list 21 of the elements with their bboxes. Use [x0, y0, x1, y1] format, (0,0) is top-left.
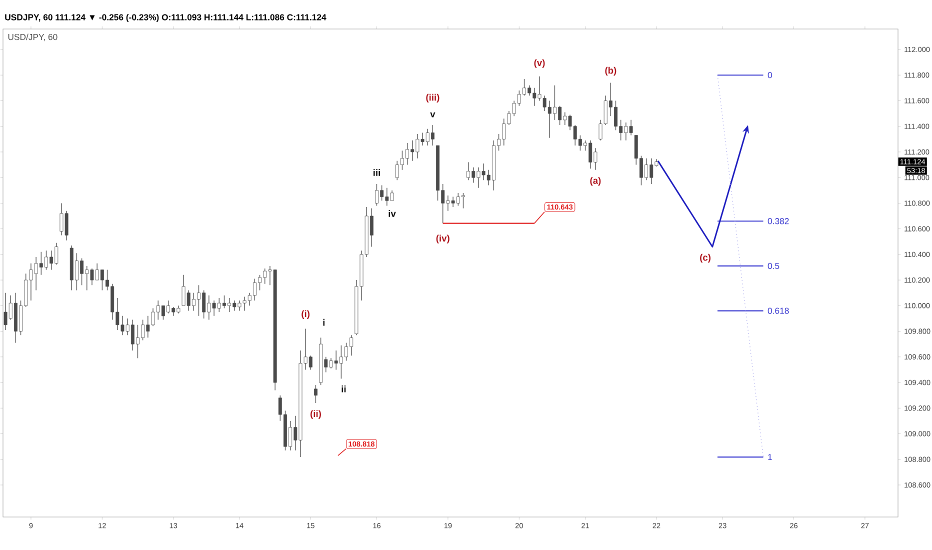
series-label: 0.5 [768, 262, 780, 270]
annotation: (b) [605, 66, 616, 76]
annotation: (i) [302, 310, 310, 319]
annotation: (a) [590, 177, 601, 186]
chart-title: USD/JPY, 60 [8, 34, 58, 42]
annotation: (iii) [426, 94, 440, 103]
annotation: v [430, 112, 436, 118]
annotation: iii [374, 169, 380, 176]
annotation: (c) [700, 254, 711, 263]
annotation: i [323, 318, 325, 326]
annotation: (iv) [436, 234, 450, 244]
series-label: 1 [768, 454, 772, 460]
annotation: (v) [534, 59, 545, 68]
chart-subtitle: USDJPY, 60 111.124 ▼ -0.256 (-0.23%) O:111.093 H:111.144 L:111.086 C:111.124 [5, 14, 326, 22]
series-label: 0 [768, 72, 772, 78]
candlestick [314, 384, 318, 404]
annotation: (ii) [310, 410, 321, 419]
series-label: 0.618 [768, 308, 789, 314]
annotation: ii [342, 386, 346, 392]
annotation: iv [388, 210, 396, 217]
series-label: 0.382 [768, 218, 789, 224]
